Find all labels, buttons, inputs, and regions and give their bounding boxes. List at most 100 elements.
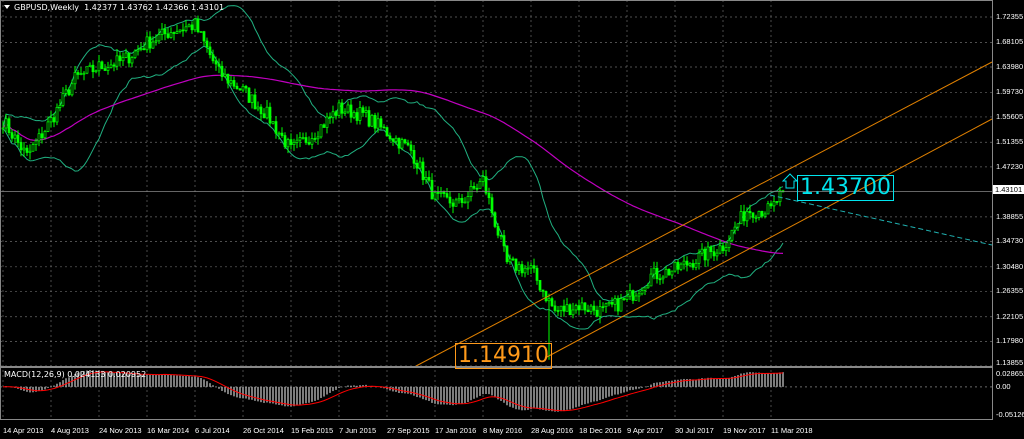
candle-body: [199, 31, 203, 33]
candle-body: [397, 137, 401, 149]
candle-body: [340, 102, 344, 114]
candle-body: [358, 107, 362, 121]
candle-body: [292, 141, 296, 145]
date-tick: 27 Sep 2015: [387, 426, 430, 435]
candle-body: [139, 48, 143, 50]
candle-body: [622, 298, 626, 300]
price-tick: 1.55605: [996, 111, 1024, 121]
candle-body: [148, 36, 152, 49]
price-tick: 1.26355: [996, 286, 1024, 296]
price-tick: 1.68105: [996, 37, 1024, 47]
candle-body: [130, 57, 134, 64]
candle-body: [556, 310, 560, 312]
candle-body: [523, 267, 527, 274]
candle-body: [742, 211, 746, 222]
candle-body: [520, 264, 524, 274]
candle-body: [730, 229, 734, 241]
candle-body: [577, 305, 581, 311]
candle-body: [151, 41, 155, 49]
candle-body: [352, 112, 356, 118]
candle-body: [550, 298, 554, 307]
candle-body: [403, 139, 407, 144]
candle-body: [322, 124, 326, 128]
candle-body: [436, 192, 440, 194]
high-price-label[interactable]: 1.43700: [797, 175, 894, 201]
candle-body: [487, 192, 491, 199]
candle-body: [223, 73, 227, 77]
candle-body: [559, 305, 563, 311]
price-tick: 1.63980: [996, 61, 1024, 71]
candle-body: [31, 144, 35, 152]
candle-body: [46, 121, 50, 132]
candle-body: [526, 267, 530, 270]
candle-body: [463, 201, 467, 204]
candle-body: [214, 60, 218, 65]
candle-body: [712, 251, 716, 257]
price-tick: 1.72355: [996, 12, 1024, 21]
candle-body: [490, 197, 494, 214]
candle-body: [745, 210, 749, 222]
chart-title: GBPUSD,Weekly 1.42377 1.43762 1.42366 1.…: [4, 3, 224, 12]
candle-body: [64, 89, 68, 94]
candle-body: [544, 291, 548, 302]
candle-body: [244, 85, 248, 89]
candle-body: [100, 61, 104, 69]
dropdown-triangle-icon[interactable]: [4, 5, 10, 9]
candle-body: [580, 302, 584, 311]
trend-lines[interactable]: [0, 61, 993, 367]
candle-body: [118, 55, 122, 62]
candle-body: [574, 305, 578, 311]
candle-body: [736, 223, 740, 228]
candle-body: [499, 234, 503, 237]
candle-body: [367, 110, 371, 127]
candle-body: [670, 270, 674, 276]
candle-body: [652, 267, 656, 275]
candle-body: [361, 107, 365, 113]
candle-body: [601, 306, 605, 308]
candle-body: [91, 64, 95, 73]
candle-body: [163, 28, 167, 35]
date-tick: 26 Oct 2014: [243, 426, 284, 435]
candle-body: [337, 102, 341, 116]
macd-label: MACD(12,26,9) 0.024133 0.020952: [4, 370, 147, 379]
candle-body: [55, 107, 59, 123]
macd-tick: 0.00: [996, 381, 1011, 391]
candle-body: [481, 176, 485, 182]
candle-body: [112, 64, 116, 67]
candle-body: [364, 110, 368, 113]
candle-body: [58, 105, 62, 108]
candle-body: [679, 263, 683, 270]
candle-body: [295, 139, 299, 143]
candle-body: [88, 64, 92, 68]
candle-body: [253, 94, 257, 110]
candle-body: [769, 203, 773, 207]
candle-body: [28, 150, 32, 153]
candle-body: [697, 252, 701, 264]
candle-body: [307, 142, 311, 145]
candle-body: [346, 104, 350, 113]
macd-panel: [2, 370, 784, 412]
candle-body: [82, 72, 86, 75]
candle-body: [613, 298, 617, 305]
candle-body: [220, 65, 224, 77]
candle-body: [226, 73, 230, 84]
date-tick: 11 Mar 2018: [771, 426, 813, 435]
candle-body: [379, 118, 383, 128]
candle-body: [208, 46, 212, 56]
low-price-label[interactable]: 1.14910: [455, 343, 552, 369]
candle-body: [385, 127, 389, 137]
candle-body: [34, 140, 38, 145]
candle-body: [232, 80, 236, 87]
candle-body: [7, 118, 11, 133]
candle-body: [643, 287, 647, 291]
candle-body: [310, 138, 314, 145]
candle-body: [235, 85, 239, 90]
candle-body: [682, 260, 686, 265]
candle-body: [4, 118, 8, 129]
candle-body: [283, 135, 287, 148]
moving-average: [2, 74, 784, 254]
candle-body: [127, 52, 131, 64]
candle-body: [673, 261, 677, 272]
candle-body: [514, 258, 518, 271]
